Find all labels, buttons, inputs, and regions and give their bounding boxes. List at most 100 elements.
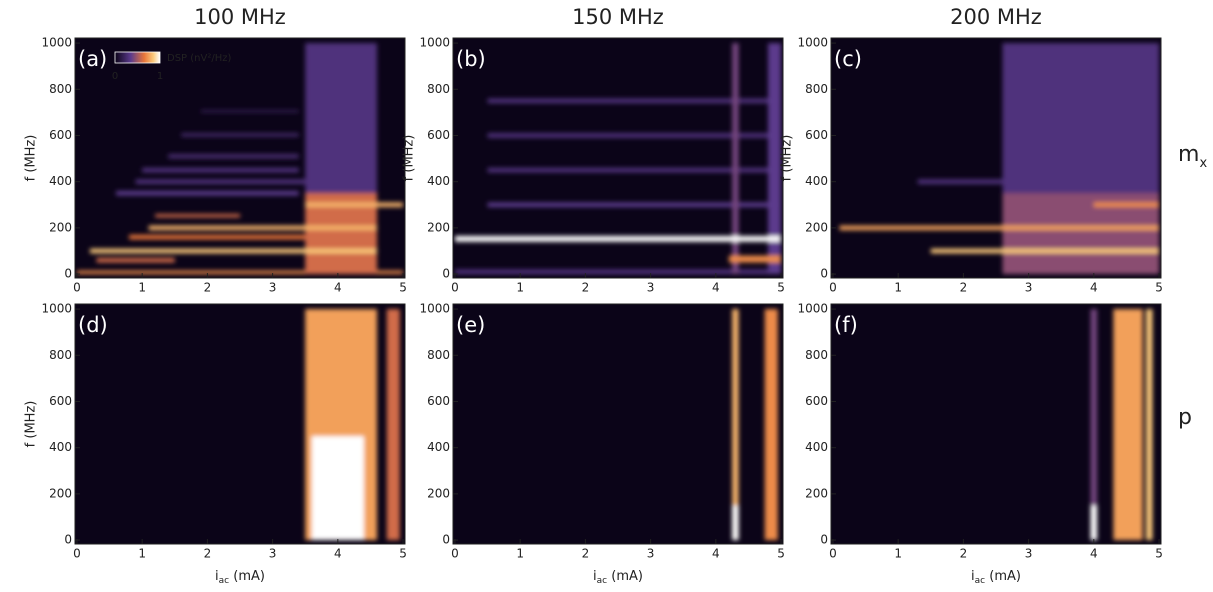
x-tick-label: 3 xyxy=(647,547,655,561)
band xyxy=(728,255,782,263)
column-title: 100 MHz xyxy=(194,5,286,29)
y-tick-label: 200 xyxy=(805,220,828,234)
y-tick-label: 600 xyxy=(427,128,450,142)
heatmap xyxy=(305,309,400,541)
y-tick-label: 0 xyxy=(64,267,72,281)
x-tick-label: 5 xyxy=(777,281,785,295)
x-tick-label: 2 xyxy=(582,281,590,295)
band xyxy=(129,234,306,240)
y-tick-label: 1000 xyxy=(41,302,72,316)
frame xyxy=(452,37,784,279)
x-tick-label: 5 xyxy=(399,547,407,561)
x-tick-label: 1 xyxy=(516,281,524,295)
y-axis-label: f (MHz) xyxy=(780,135,795,182)
band xyxy=(148,225,377,231)
y-tick-label: 400 xyxy=(427,440,450,454)
y-tick-label: 0 xyxy=(820,267,828,281)
y-tick-label: 800 xyxy=(49,82,72,96)
x-tick-label: 0 xyxy=(829,547,837,561)
y-tick-label: 600 xyxy=(49,128,72,142)
x-tick-label: 5 xyxy=(1155,547,1163,561)
x-tick-label: 0 xyxy=(829,281,837,295)
band xyxy=(487,202,782,208)
heatmap-blur xyxy=(1090,309,1153,541)
x-label-rest: (mA) xyxy=(985,569,1021,584)
x-label-rest: (mA) xyxy=(607,569,643,584)
x-axis-label: iac (mA) xyxy=(593,569,643,586)
x-tick-label: 4 xyxy=(334,547,342,561)
x-tick-label: 2 xyxy=(204,281,212,295)
band xyxy=(142,167,299,173)
panel-label: (b) xyxy=(456,47,486,71)
y-tick-label: 400 xyxy=(49,174,72,188)
x-tick-label: 2 xyxy=(960,547,968,561)
band xyxy=(311,436,364,541)
band xyxy=(305,202,404,208)
y-tick-label: 600 xyxy=(805,128,828,142)
y-tick-label: 600 xyxy=(805,394,828,408)
x-tick-label: 2 xyxy=(960,281,968,295)
x-tick-label: 2 xyxy=(582,547,590,561)
band xyxy=(732,309,739,541)
y-tick-label: 800 xyxy=(805,348,828,362)
y-tick-label: 400 xyxy=(805,440,828,454)
band xyxy=(1113,309,1143,541)
row-label-sub: x xyxy=(1199,156,1207,171)
y-tick-label: 0 xyxy=(64,533,72,547)
band xyxy=(732,505,739,541)
band xyxy=(454,269,782,275)
x-tick-label: 4 xyxy=(712,281,720,295)
panel-label: (c) xyxy=(834,47,862,71)
frame xyxy=(452,303,784,545)
x-label-sub: ac xyxy=(219,576,230,586)
x-tick-label: 3 xyxy=(269,547,277,561)
band xyxy=(181,133,299,137)
y-tick-label: 1000 xyxy=(419,302,450,316)
x-tick-label: 0 xyxy=(451,281,459,295)
y-tick-label: 200 xyxy=(427,220,450,234)
band xyxy=(168,153,299,159)
y-tick-label: 0 xyxy=(442,533,450,547)
band xyxy=(96,257,175,263)
band xyxy=(135,179,306,184)
x-label-sub: ac xyxy=(597,576,608,586)
heatmap-blur xyxy=(305,309,400,541)
band xyxy=(1146,309,1153,541)
x-label-rest: (mA) xyxy=(229,569,265,584)
colorbar-tick: 1 xyxy=(157,71,163,82)
frame xyxy=(74,303,406,545)
heatmap xyxy=(1090,309,1153,541)
x-tick-label: 0 xyxy=(73,547,81,561)
y-axis-label: f (MHz) xyxy=(24,401,39,448)
band xyxy=(200,110,299,113)
panel-label: (e) xyxy=(456,313,485,337)
x-tick-label: 4 xyxy=(1090,281,1098,295)
y-tick-label: 0 xyxy=(820,533,828,547)
x-tick-label: 1 xyxy=(894,281,902,295)
y-tick-label: 200 xyxy=(49,486,72,500)
y-tick-label: 1000 xyxy=(797,36,828,50)
y-tick-label: 400 xyxy=(427,174,450,188)
x-tick-label: 0 xyxy=(451,547,459,561)
heatmap-blur xyxy=(839,43,1160,275)
band xyxy=(1093,202,1160,208)
band xyxy=(764,309,778,541)
y-tick-label: 400 xyxy=(49,440,72,454)
x-tick-label: 4 xyxy=(334,281,342,295)
band xyxy=(76,270,404,275)
frame xyxy=(830,37,1162,279)
y-tick-label: 800 xyxy=(805,82,828,96)
x-tick-label: 2 xyxy=(204,547,212,561)
y-tick-label: 1000 xyxy=(419,36,450,50)
heatmap xyxy=(839,43,1160,275)
panel-label: (f) xyxy=(834,313,858,337)
y-tick-label: 400 xyxy=(805,174,828,188)
band xyxy=(917,179,1029,184)
band xyxy=(1090,505,1098,541)
heatmap-blur xyxy=(76,43,404,275)
frame xyxy=(74,37,406,279)
x-tick-label: 0 xyxy=(73,281,81,295)
plot-bg xyxy=(831,304,1161,544)
y-tick-label: 800 xyxy=(49,348,72,362)
